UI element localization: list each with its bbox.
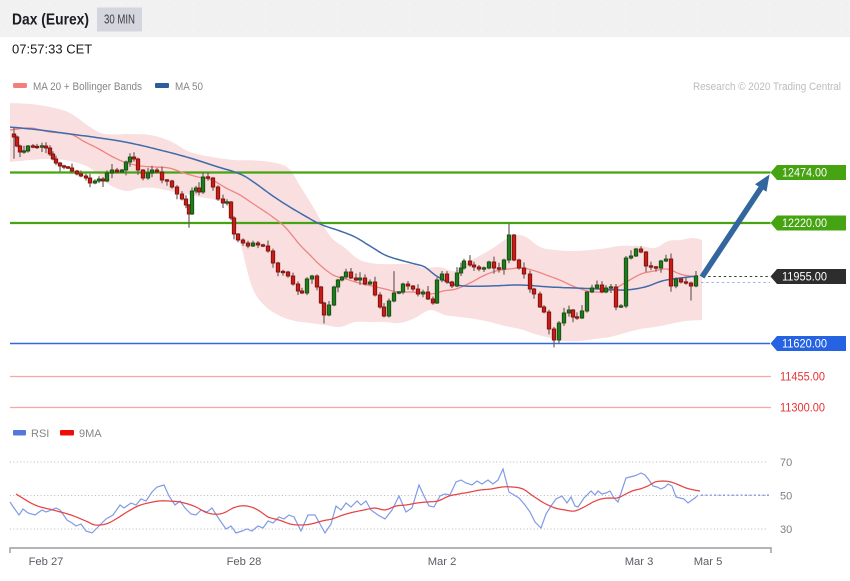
svg-text:50: 50 xyxy=(780,491,792,503)
svg-text:MA 50: MA 50 xyxy=(175,81,203,93)
svg-text:Mar 5: Mar 5 xyxy=(694,556,723,568)
svg-text:Dax (Eurex): Dax (Eurex) xyxy=(12,12,89,29)
svg-text:12474.00: 12474.00 xyxy=(782,168,827,180)
svg-text:12220.00: 12220.00 xyxy=(782,218,827,230)
svg-text:11300.00: 11300.00 xyxy=(780,401,825,415)
svg-text:11955.00: 11955.00 xyxy=(782,272,827,284)
svg-text:07:57:33 CET: 07:57:33 CET xyxy=(12,42,92,57)
svg-text:Research © 2020 Trading Centra: Research © 2020 Trading Central xyxy=(693,81,841,93)
svg-text:Feb 27: Feb 27 xyxy=(29,556,64,568)
svg-text:MA 20 + Bollinger Bands: MA 20 + Bollinger Bands xyxy=(33,81,142,93)
svg-text:9MA: 9MA xyxy=(79,428,102,440)
svg-text:30 MIN: 30 MIN xyxy=(104,12,135,27)
svg-text:11455.00: 11455.00 xyxy=(780,370,825,384)
svg-text:Mar 2: Mar 2 xyxy=(428,556,457,568)
svg-text:RSI: RSI xyxy=(31,428,49,440)
svg-text:70: 70 xyxy=(780,457,792,469)
svg-text:Mar 3: Mar 3 xyxy=(625,556,654,568)
svg-text:Feb 28: Feb 28 xyxy=(227,556,262,568)
svg-text:30: 30 xyxy=(780,524,792,536)
svg-text:11620.00: 11620.00 xyxy=(782,339,827,351)
